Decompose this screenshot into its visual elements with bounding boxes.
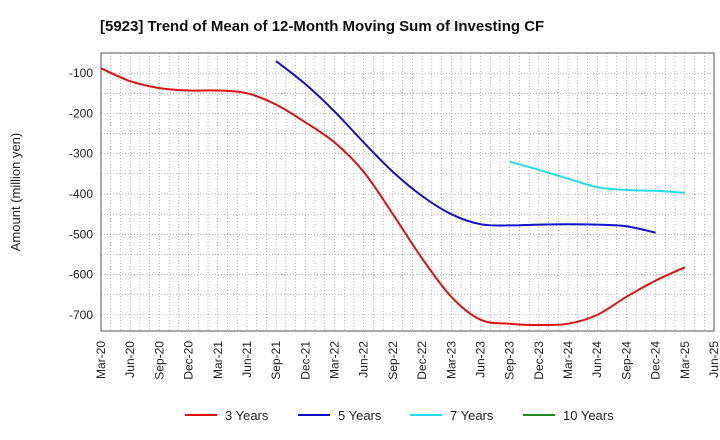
x-tick-label: Sep-20 — [152, 341, 166, 380]
x-tick-label: Sep-21 — [269, 341, 283, 380]
x-tick-label: Jun-24 — [590, 341, 604, 378]
x-tick-label: Mar-23 — [444, 341, 458, 379]
legend-label-5-years: 5 Years — [338, 408, 382, 423]
x-tick-label: Mar-21 — [211, 341, 225, 379]
y-tick-label: -500 — [69, 227, 93, 241]
x-tick-label: Sep-22 — [386, 341, 400, 380]
x-tick-label: Dec-24 — [649, 341, 663, 380]
y-tick-label: -200 — [69, 106, 93, 120]
series-line-7-years — [509, 160, 685, 194]
y-tick-label: -700 — [69, 308, 93, 322]
x-tick-label: Sep-23 — [503, 341, 517, 380]
x-tick-label: Mar-20 — [94, 341, 108, 379]
y-tick-label: -300 — [69, 147, 93, 161]
y-tick-label: -100 — [69, 66, 93, 80]
series-line-5-years — [275, 60, 656, 234]
x-tick-label: Mar-24 — [561, 341, 575, 379]
legend-label-10-years: 10 Years — [563, 408, 614, 423]
legend-label-3-years: 3 Years — [225, 408, 269, 423]
x-tick-label: Jun-25 — [707, 341, 720, 378]
x-tick-label: Dec-21 — [298, 341, 312, 380]
legend: 3 Years 5 Years 7 Years 10 Years — [185, 408, 614, 423]
x-tick-label: Jun-21 — [240, 341, 254, 378]
plot-area — [101, 53, 714, 331]
x-tick-label: Jun-20 — [123, 341, 137, 378]
y-tick-label: -600 — [69, 268, 93, 282]
x-tick-label: Mar-25 — [678, 341, 692, 379]
x-tick-label: Mar-22 — [328, 341, 342, 379]
legend-label-7-years: 7 Years — [450, 408, 494, 423]
x-tick-label: Dec-20 — [182, 341, 196, 380]
x-tick-label: Jun-23 — [473, 341, 487, 378]
x-tick-label: Jun-22 — [357, 341, 371, 378]
x-tick-label: Sep-24 — [619, 341, 633, 380]
chart-title: [5923] Trend of Mean of 12-Month Moving … — [100, 18, 544, 35]
plot-frame — [100, 52, 715, 332]
x-tick-label: Dec-22 — [415, 341, 429, 380]
series-layer — [100, 60, 686, 327]
y-tick-label: -400 — [69, 187, 93, 201]
y-axis-label: Amount (million yen) — [8, 133, 23, 252]
y-axis: -100 -200 -300 -400 -500 -600 -700 — [69, 66, 93, 322]
series-line-3-years — [100, 67, 686, 327]
x-axis: Mar-20 Jun-20 Sep-20 Dec-20 Mar-21 Jun-21 Sep-… — [94, 341, 720, 380]
x-tick-label: Dec-23 — [532, 341, 546, 380]
